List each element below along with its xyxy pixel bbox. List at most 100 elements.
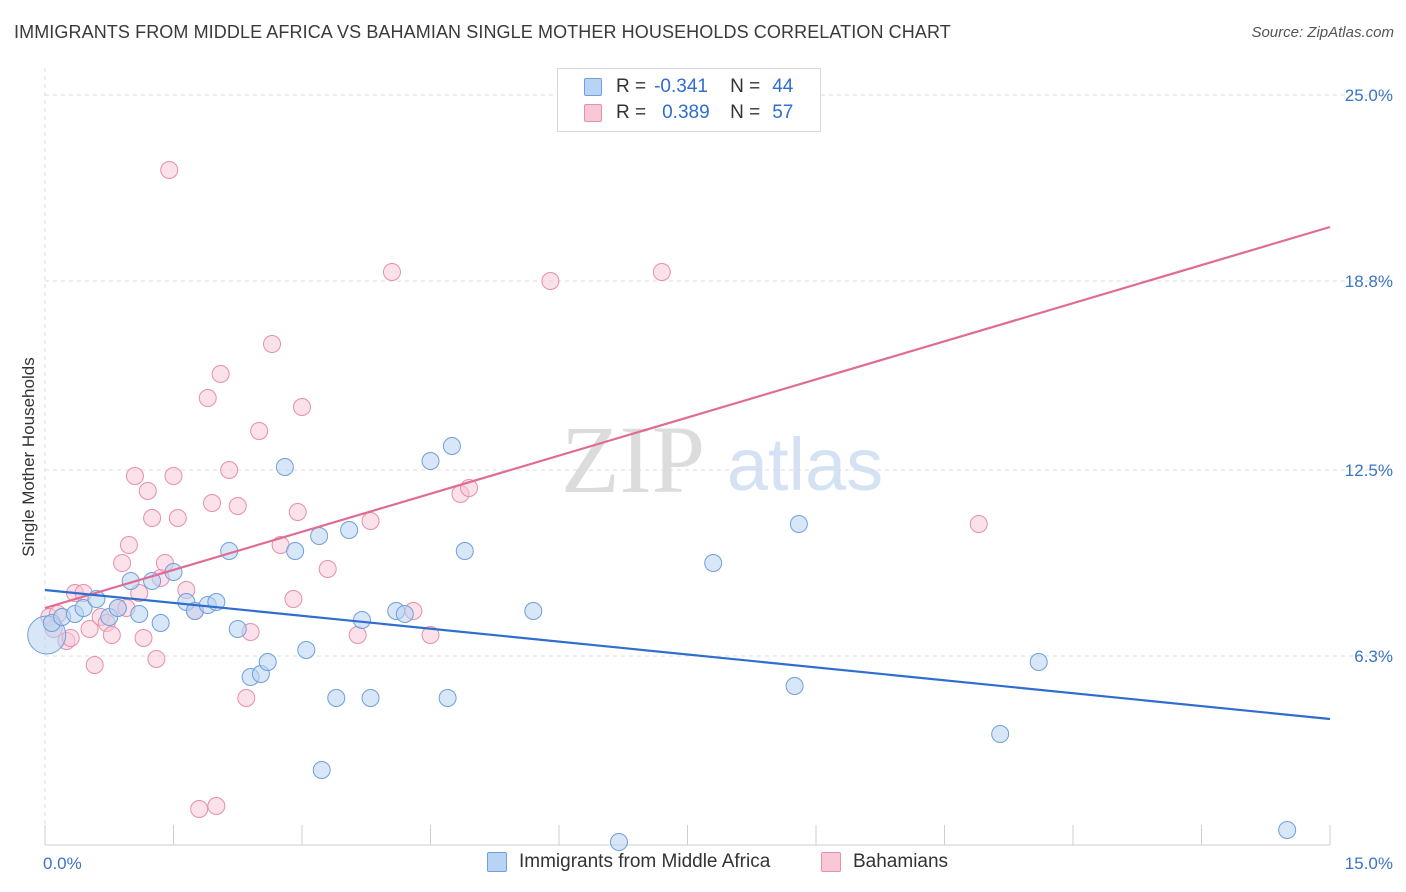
data-point-bahamians xyxy=(85,656,104,674)
data-point-bahamians xyxy=(164,467,183,485)
data-point-middle-africa xyxy=(361,689,380,707)
data-point-middle-africa xyxy=(785,677,804,695)
legend-item-label: Bahamians xyxy=(853,851,949,872)
watermark-zip: ZIP xyxy=(561,406,705,513)
data-point-bahamians xyxy=(228,497,247,515)
legend-n-value: 44 xyxy=(772,76,794,97)
data-point-bahamians xyxy=(382,263,401,281)
legend-r-value: 0.389 xyxy=(662,102,710,123)
data-point-middle-africa xyxy=(130,605,149,623)
data-point-middle-africa xyxy=(609,833,628,851)
data-point-middle-africa xyxy=(151,614,170,632)
legend-n-label: N = xyxy=(730,76,761,97)
data-point-bahamians xyxy=(138,482,157,500)
legend-n-value: 57 xyxy=(772,102,794,123)
data-point-bahamians xyxy=(134,629,153,647)
legend-r-label: R = xyxy=(616,76,647,97)
data-point-middle-africa xyxy=(327,689,346,707)
data-point-bahamians xyxy=(250,422,269,440)
data-point-bahamians xyxy=(237,689,256,707)
data-point-middle-africa xyxy=(108,599,127,617)
correlation-legend: R = -0.341 N = 44 R = 0.389 N = 57 xyxy=(557,68,821,132)
data-point-bahamians xyxy=(113,554,132,572)
data-point-middle-africa xyxy=(228,620,247,638)
data-point-bahamians xyxy=(969,515,988,533)
legend-item-middle-africa: Immigrants from Middle Africa xyxy=(487,851,770,873)
data-point-bahamians xyxy=(211,365,230,383)
data-point-middle-africa xyxy=(524,602,543,620)
legend-swatch-blue xyxy=(487,852,507,872)
data-point-bahamians xyxy=(190,800,209,818)
series-legend: Immigrants from Middle Africa Bahamians xyxy=(0,851,1406,877)
data-point-middle-africa xyxy=(442,437,461,455)
legend-r-label: R = xyxy=(616,102,647,123)
data-point-middle-africa xyxy=(438,689,457,707)
y-tick-label: 6.3% xyxy=(1354,647,1393,666)
data-point-bahamians xyxy=(119,536,138,554)
data-point-bahamians xyxy=(318,560,337,578)
data-point-bahamians xyxy=(361,512,380,530)
data-point-bahamians xyxy=(541,272,560,290)
data-point-bahamians xyxy=(263,335,282,353)
data-point-middle-africa xyxy=(1278,821,1297,839)
data-point-bahamians xyxy=(284,590,303,608)
legend-item-bahamians: Bahamians xyxy=(821,851,948,873)
watermark: ZIP atlas xyxy=(561,406,883,513)
trend-line-middle-africa xyxy=(44,588,1331,721)
gridlines xyxy=(45,94,1390,657)
chart-title: IMMIGRANTS FROM MIDDLE AFRICA VS BAHAMIA… xyxy=(14,22,951,42)
series-middle-africa xyxy=(27,437,1297,851)
data-point-bahamians xyxy=(168,509,187,527)
x-tick-label: 15.0% xyxy=(1345,854,1393,873)
data-point-bahamians xyxy=(288,503,307,521)
data-point-bahamians xyxy=(80,620,99,638)
data-point-middle-africa xyxy=(74,599,93,617)
data-point-bahamians xyxy=(198,389,217,407)
y-tick-label: 25.0% xyxy=(1345,86,1393,105)
data-point-middle-africa xyxy=(455,542,474,560)
data-point-bahamians xyxy=(652,263,671,281)
data-point-bahamians xyxy=(102,626,121,644)
data-point-middle-africa xyxy=(258,653,277,671)
data-point-bahamians xyxy=(160,161,179,179)
data-point-middle-africa xyxy=(340,521,359,539)
data-point-bahamians xyxy=(220,461,239,479)
legend-row-bahamians: R = 0.389 N = 57 xyxy=(584,101,793,125)
axes xyxy=(44,68,1331,846)
data-point-middle-africa xyxy=(286,542,305,560)
data-point-middle-africa xyxy=(312,761,331,779)
trend-lines xyxy=(44,225,1331,721)
y-axis-label: Single Mother Households xyxy=(19,357,38,556)
data-point-middle-africa xyxy=(421,452,440,470)
data-point-bahamians xyxy=(421,626,440,644)
data-point-middle-africa xyxy=(704,554,723,572)
y-tick-label: 12.5% xyxy=(1345,461,1393,480)
data-point-middle-africa xyxy=(991,725,1010,743)
data-point-bahamians xyxy=(207,797,226,815)
data-point-middle-africa xyxy=(352,611,371,629)
data-point-bahamians xyxy=(143,509,162,527)
data-point-bahamians xyxy=(348,626,367,644)
data-point-middle-africa xyxy=(310,527,329,545)
legend-swatch-blue xyxy=(584,78,602,96)
y-tick-label: 18.8% xyxy=(1345,272,1393,291)
data-point-middle-africa xyxy=(789,515,808,533)
data-point-bahamians xyxy=(293,398,311,416)
data-point-middle-africa xyxy=(297,641,316,659)
legend-item-label: Immigrants from Middle Africa xyxy=(519,851,771,872)
legend-row-middle-africa: R = -0.341 N = 44 xyxy=(584,75,793,99)
data-point-middle-africa xyxy=(1029,653,1048,671)
legend-n-label: N = xyxy=(730,102,761,123)
x-tick-label: 0.0% xyxy=(43,854,82,873)
data-point-middle-africa xyxy=(275,458,294,476)
tick-labels: 6.3% 12.5% 18.8% 25.0% 0.0% 15.0% xyxy=(43,86,1393,873)
legend-r-value: -0.341 xyxy=(654,76,708,97)
watermark-atlas: atlas xyxy=(727,423,883,506)
data-point-middle-africa xyxy=(395,605,414,623)
trend-line-bahamians xyxy=(44,225,1331,610)
legend-swatch-pink xyxy=(584,104,602,122)
data-point-bahamians xyxy=(125,467,144,485)
source-label: Source: ZipAtlas.com xyxy=(1251,24,1394,41)
data-point-bahamians xyxy=(203,494,222,512)
